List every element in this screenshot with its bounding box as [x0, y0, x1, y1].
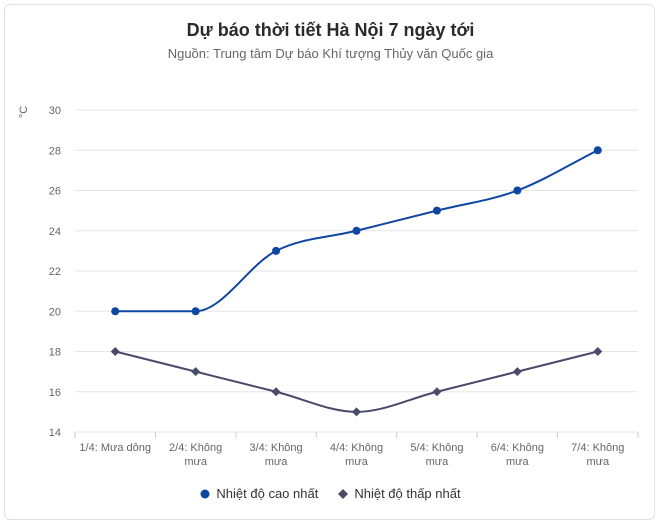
x-tick-label: 6/4: Không mưa	[491, 442, 544, 468]
y-tick-label: 14	[49, 427, 61, 439]
data-point-high	[432, 206, 441, 215]
x-tick-label: 4/4: Không mưa	[330, 442, 383, 468]
data-point-high	[111, 307, 120, 316]
y-tick-label: 20	[49, 306, 61, 318]
data-point-low	[110, 347, 120, 356]
y-tick-label: 18	[49, 347, 61, 359]
legend-label: Nhiệt độ cao nhất	[216, 486, 319, 501]
data-point-high	[191, 307, 200, 316]
legend-circle-icon	[200, 489, 210, 498]
legend-item-high[interactable]: Nhiệt độ cao nhất	[200, 486, 318, 501]
x-tick-label: 2/4: Không mưa	[169, 442, 222, 468]
chart-subtitle: Nguồn: Trung tâm Dự báo Khí tượng Thủy v…	[167, 46, 494, 61]
data-point-high	[593, 146, 602, 155]
data-point-high	[352, 226, 361, 235]
y-tick-label: 26	[49, 186, 61, 198]
data-point-high	[272, 246, 281, 255]
data-point-low	[271, 387, 281, 397]
legend-diamond-icon	[338, 488, 349, 499]
data-point-low	[352, 407, 361, 417]
y-tick-label: 24	[49, 226, 61, 238]
data-point-low	[593, 347, 603, 356]
y-tick-label: 28	[49, 145, 61, 157]
data-point-low	[432, 387, 442, 397]
chart-legend: Nhiệt độ cao nhất Nhiệt độ thấp nhất	[0, 486, 661, 501]
data-point-high	[513, 186, 522, 195]
y-tick-label: 22	[49, 266, 61, 278]
y-axis-label: °C	[18, 106, 30, 118]
legend-label: Nhiệt độ thấp nhất	[354, 486, 461, 501]
chart-frame	[4, 4, 655, 520]
y-tick-label: 16	[49, 387, 61, 399]
x-tick-label: 5/4: Không mưa	[410, 442, 463, 468]
data-point-low	[191, 367, 201, 377]
x-tick-label: 7/4: Không mưa	[571, 442, 624, 468]
x-tick-label: 3/4: Không mưa	[249, 442, 302, 468]
y-tick-label: 30	[49, 105, 61, 117]
legend-item-low[interactable]: Nhiệt độ thấp nhất	[338, 486, 461, 501]
series-line-low	[114, 350, 599, 413]
data-point-low	[512, 367, 522, 377]
x-tick-label: 1/4: Mưa dông	[79, 442, 151, 454]
chart-title: Dự báo thời tiết Hà Nội 7 ngày tới	[186, 20, 475, 40]
